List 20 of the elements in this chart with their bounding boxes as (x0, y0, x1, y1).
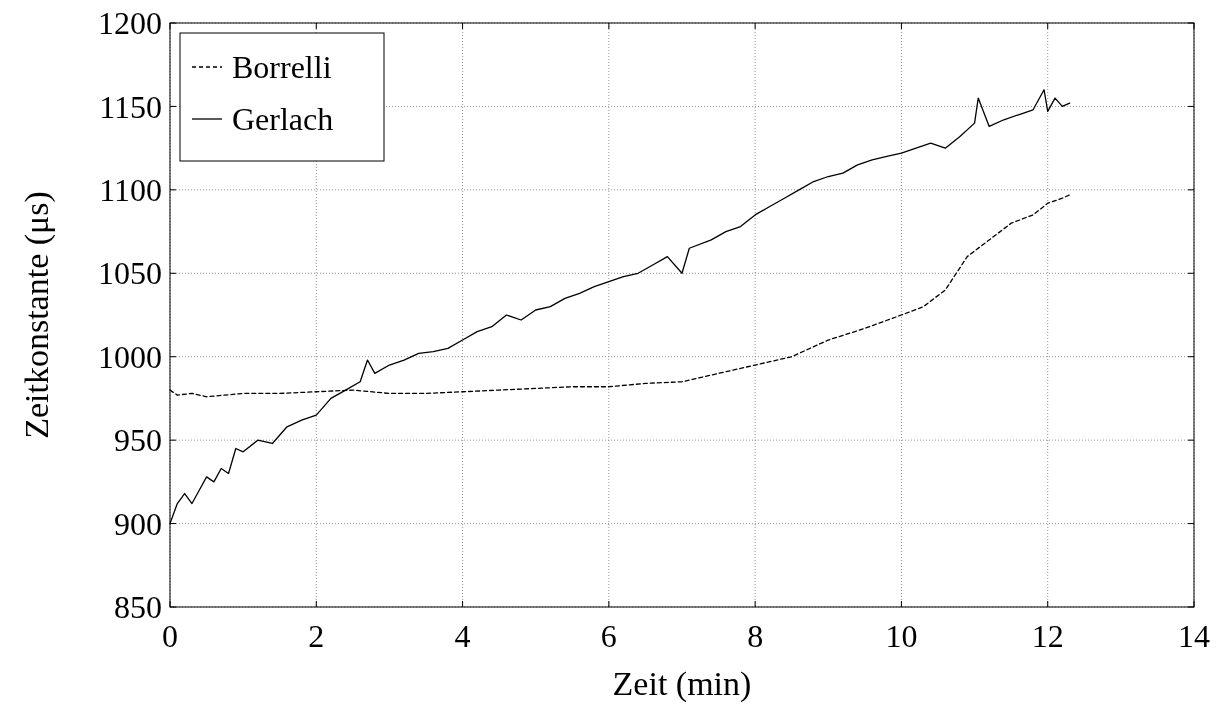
y-tick-label: 1000 (98, 338, 162, 375)
x-tick-label: 12 (1031, 618, 1064, 654)
y-tick-label: 1100 (99, 172, 162, 209)
y-tick-label: 1050 (98, 255, 162, 292)
y-tick-label: 900 (114, 505, 162, 542)
x-tick-label: 6 (600, 618, 617, 654)
x-tick-label: 8 (747, 618, 764, 654)
x-tick-label: 4 (454, 618, 471, 654)
x-tick-label: 0 (162, 618, 178, 654)
x-tick-label: 2 (308, 618, 325, 654)
x-axis-title: Zeit (min) (612, 665, 752, 703)
x-tick-label: 14 (1178, 618, 1210, 654)
legend-label: Gerlach (232, 101, 334, 138)
y-tick-label: 1150 (99, 88, 162, 125)
x-tick-label: 10 (885, 618, 918, 654)
legend-label: Borrelli (232, 49, 332, 86)
y-axis-title: Zeitkonstante (μs) (18, 191, 56, 439)
y-tick-label: 950 (114, 422, 162, 459)
y-tick-label: 850 (114, 589, 162, 626)
y-tick-label: 1200 (98, 5, 162, 42)
